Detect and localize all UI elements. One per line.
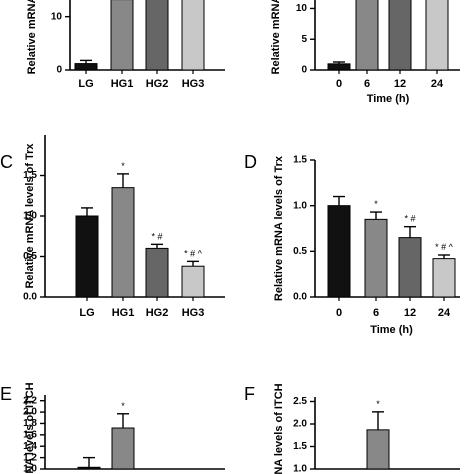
y-tick-label: 1.0: [293, 464, 307, 474]
chart-panel-6: F 1.0 1.5 2.0 2.5 RNA levels of ITCH *: [244, 383, 460, 474]
bar-HG3: [181, 0, 205, 71]
bar-12: [398, 237, 422, 298]
x-category-label: HG2: [146, 307, 169, 319]
y-tick-label: 1.0: [293, 200, 307, 211]
bar-HG1: [111, 427, 135, 470]
x-category-label: 6: [364, 78, 370, 90]
bar-6: [366, 429, 390, 470]
panel-letter: E: [0, 384, 12, 404]
significance-label: * # ^: [184, 248, 203, 258]
y-tick-label: 1.2: [23, 452, 37, 463]
y-tick-label: 0.0: [23, 292, 37, 303]
x-axis-title: Time (h): [370, 324, 413, 336]
x-category-label: HG3: [182, 307, 205, 319]
y-tick-label: 1.5: [293, 441, 307, 452]
bar-12: [388, 0, 412, 71]
significance-label: *: [374, 199, 378, 209]
bar-6: [355, 0, 379, 71]
x-category-label: HG2: [146, 78, 169, 90]
y-tick-label: 1.5: [23, 170, 37, 181]
x-category-label: HG1: [112, 307, 135, 319]
x-category-label: 12: [404, 307, 416, 319]
bar-LG: [74, 63, 98, 71]
chart-panel-2: 0 5 10 Relative mRNA 0 6 12 24 Time (h): [270, 0, 460, 105]
chart-panel-1: 0 10 Relative mRNA LG HG1 HG2 HG3: [26, 0, 225, 90]
significance-label: * #: [151, 231, 162, 241]
y-axis-title: RNA levels of ITCH: [273, 383, 285, 474]
x-category-label: 24: [438, 307, 451, 319]
y-tick-label: 5: [301, 34, 307, 45]
bar-HG2: [145, 0, 169, 71]
bar-LG: [77, 466, 101, 470]
x-category-label: HG1: [111, 78, 134, 90]
x-category-label: HG3: [182, 78, 205, 90]
significance-label: *: [376, 399, 380, 409]
bar-0: [327, 63, 351, 71]
y-tick-label: 0: [56, 65, 62, 76]
bar-LG: [75, 215, 99, 298]
bar-HG3: [181, 265, 205, 298]
y-axis-title: Relative mRNA: [270, 0, 282, 74]
x-category-label: 6: [373, 307, 379, 319]
bar-HG1: [111, 187, 135, 298]
panel-letter: C: [0, 152, 13, 172]
bar-24: [432, 258, 456, 298]
significance-label: *: [121, 401, 125, 411]
bar-24: [425, 0, 449, 71]
y-tick-label: 1.0: [23, 464, 37, 474]
y-axis-title: Relative mRNA levels of Trx: [24, 143, 36, 289]
y-tick-label: 0.5: [293, 246, 307, 257]
x-category-label: 0: [336, 307, 342, 319]
significance-label: *: [121, 161, 125, 171]
panel-letter: D: [244, 152, 257, 172]
bar-6: [364, 218, 388, 298]
y-tick-label: 1.5: [293, 155, 307, 166]
x-category-label: 24: [431, 78, 444, 90]
bar-0: [327, 205, 351, 298]
y-tick-label: 1.8: [23, 418, 37, 429]
y-tick-label: 2.0: [293, 419, 307, 430]
y-axis-title: Relative mRNA levels of Trx: [273, 155, 285, 301]
y-tick-label: 0.5: [23, 251, 37, 262]
y-tick-label: 2.0: [23, 407, 37, 418]
y-tick-label: 2.5: [293, 396, 307, 407]
panel-letter: F: [244, 384, 255, 404]
y-axis-title: Relative mRNA: [26, 0, 38, 74]
y-tick-label: 1.4: [23, 441, 37, 452]
y-tick-label: 10: [296, 3, 308, 14]
significance-label: * #: [404, 214, 415, 224]
y-tick-label: 1.0: [23, 211, 37, 222]
y-tick-label: 0.0: [293, 292, 307, 303]
chart-panel-4: D 0.0 0.5 1.0 1.5 Relative mRNA levels of Trx…: [244, 152, 460, 336]
y-tick-label: 0: [301, 65, 307, 76]
bar-HG1: [110, 0, 134, 71]
y-tick-label: 2.2: [23, 395, 37, 406]
y-tick-label: 1.6: [23, 429, 37, 440]
x-category-label: 0: [336, 78, 342, 90]
x-category-label: LG: [79, 307, 94, 319]
y-axis-title: RNA levels of ITCH: [24, 382, 36, 474]
x-category-label: 12: [394, 78, 406, 90]
significance-label: * # ^: [435, 242, 454, 252]
x-category-label: LG: [78, 78, 93, 90]
bar-HG2: [145, 247, 169, 298]
y-tick-label: 10: [51, 11, 63, 22]
x-axis-title: Time (h): [367, 93, 410, 105]
